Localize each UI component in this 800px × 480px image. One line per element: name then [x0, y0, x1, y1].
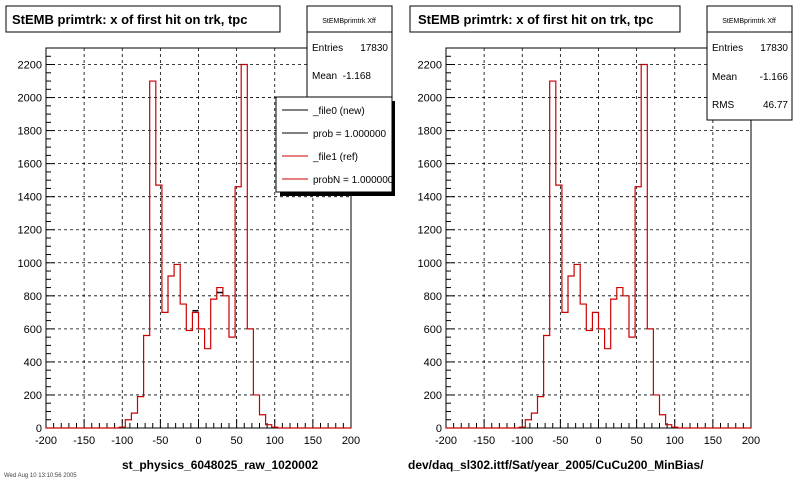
- stats-box-1: StEMBprimtrk Xff Entries 17830 Mean -1.1…: [306, 5, 393, 109]
- y-tick-label: 200: [424, 390, 442, 402]
- y-tick-label: 1600: [418, 159, 442, 171]
- panel-2: StEMB primtrk: x of first hit on trk, tp…: [408, 5, 793, 472]
- stats-entries-label-2: Entries: [712, 43, 743, 54]
- stats-name-2: StEMBprimtrk Xff: [722, 18, 776, 25]
- stats-mean-value-2: -1.166: [760, 72, 789, 83]
- stats-mean-value-1: -1.168: [343, 71, 372, 82]
- y-tick-label: 1400: [418, 192, 442, 204]
- stats-rms-value-2: 46.77: [763, 100, 788, 111]
- x-tick-label: 100: [266, 435, 284, 447]
- y-tick-label: 2200: [418, 60, 442, 72]
- histogram-line-1: [46, 63, 351, 429]
- y-tick-label: 1000: [418, 258, 442, 270]
- stats-mean-label-2: Mean: [712, 72, 737, 83]
- x-tick-label: -200: [435, 435, 457, 447]
- chart-title-1: StEMB primtrk: x of first hit on trk, tp…: [12, 12, 247, 27]
- x-tick-label: -50: [152, 435, 168, 447]
- x-tick-label: -200: [35, 435, 57, 447]
- x-tick-label: 150: [304, 435, 322, 447]
- timestamp-note: Wed Aug 10 13:10:56 2005: [4, 473, 77, 479]
- y-tick-label: 1800: [418, 126, 442, 138]
- x-axis-label-1: st_physics_6048025_raw_1020002: [122, 458, 318, 472]
- x-tick-label: 50: [231, 435, 243, 447]
- y-tick-label: 1000: [18, 258, 42, 270]
- chart-title-2: StEMB primtrk: x of first hit on trk, tp…: [418, 12, 653, 27]
- x-tick-label: -100: [111, 435, 133, 447]
- y-tick-label: 2200: [18, 60, 42, 72]
- panel-1: StEMB primtrk: x of first hit on trk, tp…: [4, 5, 395, 479]
- y-tick-label: 1400: [18, 192, 42, 204]
- stats-entries-value-1: 17830: [360, 43, 388, 54]
- legend-label-probn: probN = 1.000000: [313, 175, 394, 186]
- y-tick-label: 800: [424, 291, 442, 303]
- stats-entries-label-1: Entries: [312, 43, 343, 54]
- histogram-line-2: [446, 63, 751, 429]
- legend-label-file1: _file1 (ref): [312, 152, 358, 163]
- x-tick-label: -100: [511, 435, 533, 447]
- x-tick-label: -150: [73, 435, 95, 447]
- x-tick-label: 100: [666, 435, 684, 447]
- y-tick-label: 800: [24, 291, 42, 303]
- y-tick-label: 600: [424, 324, 442, 336]
- x-tick-label: 150: [704, 435, 722, 447]
- x-tick-label: 200: [342, 435, 360, 447]
- x-tick-label: -150: [473, 435, 495, 447]
- y-tick-label: 1800: [18, 126, 42, 138]
- y-tick-label: 400: [424, 357, 442, 369]
- y-tick-label: 200: [24, 390, 42, 402]
- stats-box-2: StEMBprimtrk Xff Entries 17830 Mean -1.1…: [706, 5, 793, 121]
- x-tick-label: -50: [552, 435, 568, 447]
- x-tick-label: 50: [631, 435, 643, 447]
- plot-area-2: -200 -150 -100 -50 0 50 100 150 2000200400600800…: [418, 47, 760, 447]
- stats-entries-value-2: 17830: [760, 43, 788, 54]
- legend-label-prob: prob = 1.000000: [313, 129, 387, 140]
- title-box-1: [5, 5, 281, 33]
- y-tick-label: 1200: [418, 225, 442, 237]
- stats-name-1: StEMBprimtrk Xff: [322, 18, 376, 25]
- y-tick-label: 2000: [418, 93, 442, 105]
- legend-label-file0: _file0 (new): [312, 106, 365, 117]
- y-tick-label: 400: [24, 357, 42, 369]
- x-tick-label: 0: [195, 435, 201, 447]
- title-box-2: [409, 5, 681, 33]
- y-tick-label: 1200: [18, 225, 42, 237]
- legend-1: _file0 (new) prob = 1.000000 _file1 (ref…: [275, 96, 395, 196]
- x-axis-label-2: dev/daq_sl302.ittf/Sat/year_2005/CuCu200…: [408, 458, 704, 472]
- y-tick-label: 0: [36, 423, 42, 435]
- y-tick-label: 600: [24, 324, 42, 336]
- y-tick-label: 2000: [18, 93, 42, 105]
- stats-rms-label-2: RMS: [712, 100, 735, 111]
- plot-area-1: -200 -150 -100 -50 0 50 100 150 2000200400600800…: [18, 47, 360, 447]
- y-tick-label: 0: [436, 423, 442, 435]
- x-tick-label: 0: [595, 435, 601, 447]
- stats-mean-label-1: Mean: [312, 71, 337, 82]
- x-tick-label: 200: [742, 435, 760, 447]
- y-tick-label: 1600: [18, 159, 42, 171]
